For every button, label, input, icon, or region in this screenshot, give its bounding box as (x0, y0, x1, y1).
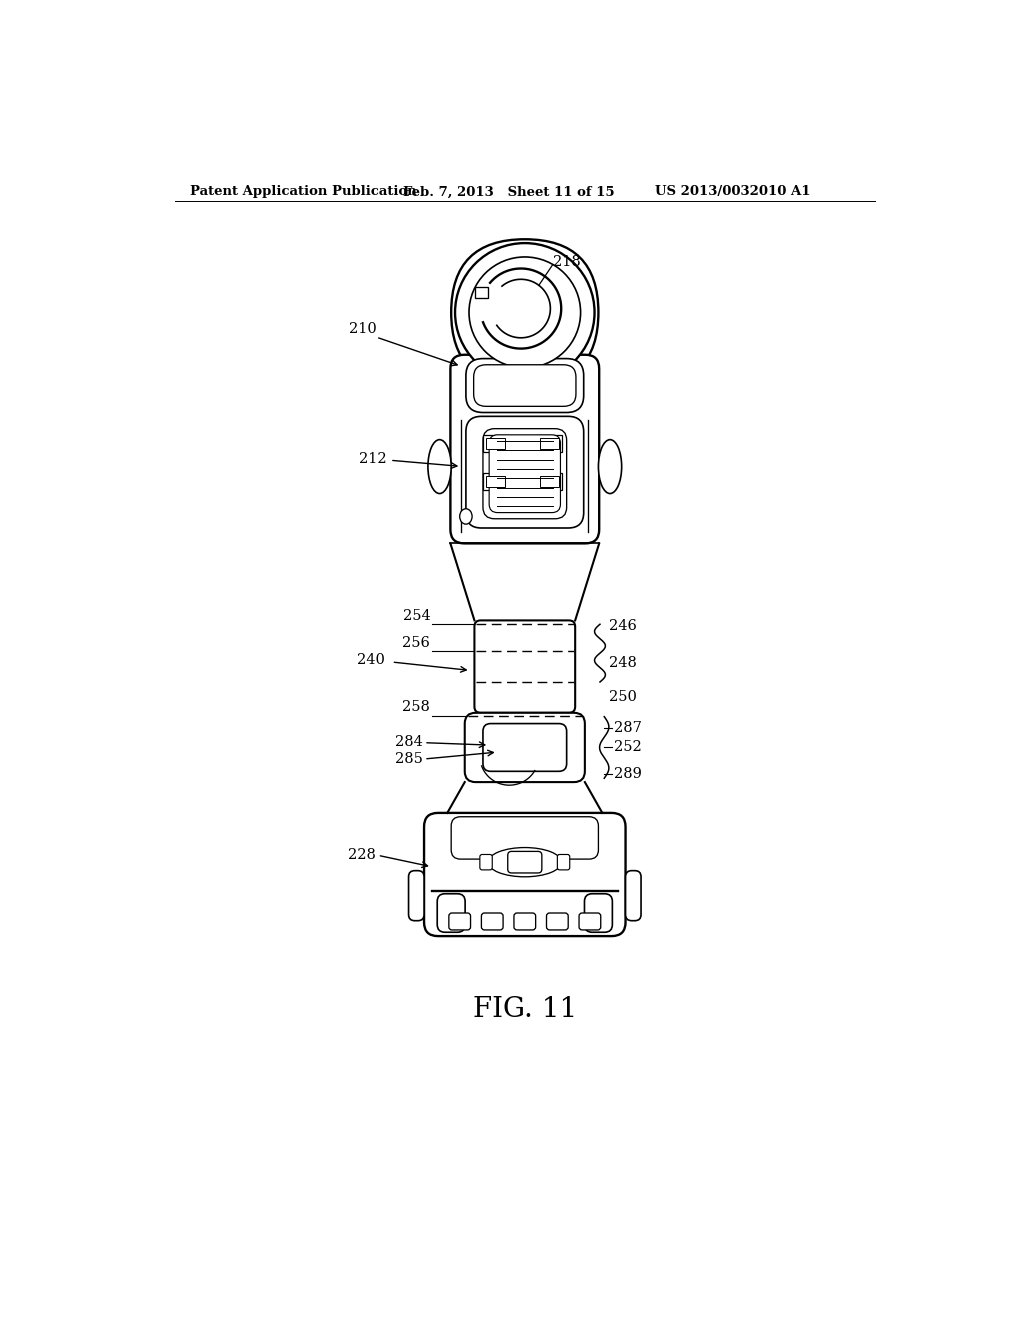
Text: 287: 287 (613, 721, 641, 735)
Text: 258: 258 (402, 701, 430, 714)
FancyBboxPatch shape (481, 913, 503, 929)
Text: Patent Application Publication: Patent Application Publication (190, 185, 417, 198)
Text: 210: 210 (349, 322, 377, 337)
Bar (486, 438, 505, 449)
Text: Feb. 7, 2013   Sheet 11 of 15: Feb. 7, 2013 Sheet 11 of 15 (403, 185, 614, 198)
FancyBboxPatch shape (449, 913, 471, 929)
Text: 246: 246 (609, 619, 637, 634)
Bar (541, 477, 559, 487)
Text: 256: 256 (402, 636, 430, 649)
Text: 212: 212 (359, 451, 387, 466)
Ellipse shape (488, 847, 561, 876)
Text: 285: 285 (394, 752, 423, 766)
Text: 284: 284 (394, 735, 423, 748)
FancyBboxPatch shape (465, 713, 585, 781)
Bar (541, 438, 559, 449)
FancyBboxPatch shape (508, 851, 542, 873)
Text: 218: 218 (553, 255, 581, 269)
FancyBboxPatch shape (626, 871, 641, 921)
Text: FIG. 11: FIG. 11 (473, 995, 577, 1023)
Bar (486, 477, 505, 487)
Ellipse shape (428, 440, 452, 494)
Circle shape (455, 243, 595, 381)
Text: 228: 228 (348, 849, 376, 862)
FancyBboxPatch shape (514, 913, 536, 929)
Bar (475, 286, 487, 298)
FancyBboxPatch shape (452, 239, 598, 385)
Bar (483, 474, 508, 490)
FancyBboxPatch shape (424, 813, 626, 936)
Bar (538, 474, 562, 490)
Text: 240: 240 (357, 653, 385, 668)
Ellipse shape (460, 508, 472, 524)
Text: 289: 289 (613, 767, 641, 781)
FancyBboxPatch shape (585, 894, 612, 932)
Ellipse shape (598, 440, 622, 494)
Text: 250: 250 (609, 690, 637, 705)
FancyBboxPatch shape (437, 894, 465, 932)
Bar (538, 434, 562, 451)
FancyBboxPatch shape (480, 854, 493, 870)
Text: 252: 252 (613, 741, 641, 755)
Text: 254: 254 (402, 609, 430, 623)
FancyBboxPatch shape (579, 913, 601, 929)
FancyBboxPatch shape (474, 364, 575, 407)
FancyBboxPatch shape (409, 871, 424, 921)
FancyBboxPatch shape (483, 723, 566, 771)
FancyBboxPatch shape (451, 355, 599, 544)
Text: 248: 248 (609, 656, 637, 669)
FancyBboxPatch shape (466, 416, 584, 528)
FancyBboxPatch shape (466, 359, 584, 412)
Circle shape (469, 257, 581, 368)
FancyBboxPatch shape (474, 620, 575, 713)
FancyBboxPatch shape (483, 429, 566, 519)
FancyBboxPatch shape (452, 817, 598, 859)
Text: US 2013/0032010 A1: US 2013/0032010 A1 (655, 185, 811, 198)
FancyBboxPatch shape (557, 854, 569, 870)
FancyBboxPatch shape (547, 913, 568, 929)
Bar (483, 434, 508, 451)
FancyBboxPatch shape (489, 434, 560, 512)
